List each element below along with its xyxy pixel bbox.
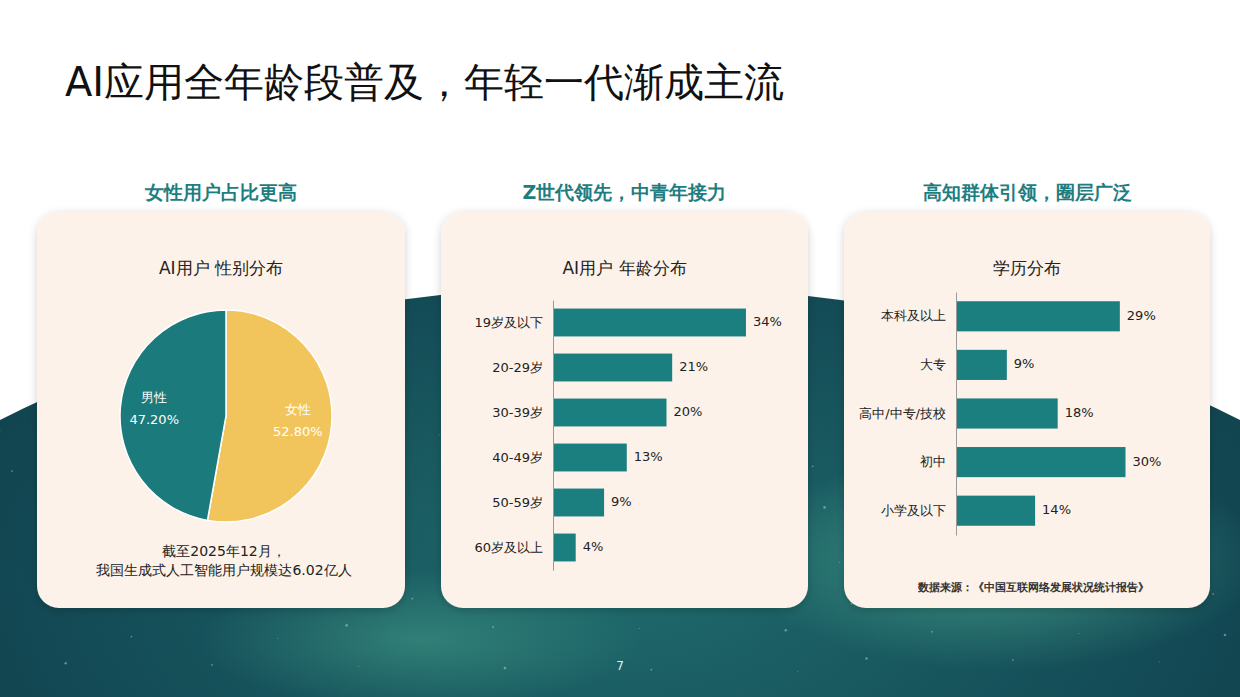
panel [844,212,1210,608]
data-label: 34% [753,314,782,329]
bar [956,496,1035,526]
star [11,470,13,472]
chart-title: AI用户 年龄分布 [562,258,686,278]
slide-title: AI应用全年龄段普及，年轻一代渐成主流 [65,59,784,105]
star [1224,634,1227,637]
star [504,667,507,670]
tick: 初中 [920,454,946,469]
pie-slice [120,310,226,520]
tick-label: 高中/中专/技校 [859,406,946,421]
tick: 40-49岁 [492,450,543,465]
tick: 小学及以下 [881,503,946,518]
bar [553,534,576,562]
annotation: 我国生成式人工智能用户规模达6.02亿人 [96,562,351,578]
star [785,629,788,632]
tick: 30-39岁 [492,405,543,420]
panel [37,212,405,608]
data-label: 4% [583,539,604,554]
bar [956,398,1058,428]
bar [553,444,627,472]
axis-line [553,301,554,571]
tick-label: 大专 [920,357,946,372]
tick-label: 40-49岁 [492,450,543,465]
page-number: 7 [616,659,624,673]
annotation: 截至2025年12月， [162,543,285,559]
bar [956,350,1007,380]
star [439,434,440,435]
category-axis: 19岁及以下 20-29岁 30-39岁 40-49岁 50-59岁 60岁及以上 [474,301,553,571]
tick-label: 小学及以下 [881,503,946,518]
slice-label: 女性 [285,402,311,417]
panel-heading: 高知群体引领，圈层广泛 [923,181,1132,203]
star [823,506,826,509]
category-axis: 本科及以上大专高中/中专/技校初中小学及以下 [859,293,956,536]
bars [553,309,746,562]
star [345,624,348,627]
star [64,662,67,665]
pie: 女性 52.80% 男性 47.20% [120,310,332,522]
star [1012,659,1014,661]
axis-line [956,293,957,536]
star [639,628,640,629]
data-label: 9% [1014,356,1035,371]
bar [553,354,672,382]
data-label: 14% [1042,502,1071,517]
star [1159,661,1160,662]
data-label: 30% [1133,454,1162,469]
tick: 50-59岁 [492,495,543,510]
star [1212,593,1214,595]
star [650,669,652,671]
tick: 高中/中专/技校 [859,406,946,421]
tick-label: 19岁及以下 [474,315,543,330]
star [0,430,1,431]
star [492,626,494,628]
star [411,598,413,600]
data-label: 9% [611,494,632,509]
panel-heading: Z世代领先，中青年接力 [523,181,727,203]
star [131,636,133,638]
data-label: 47.20% [129,412,179,427]
tick-label: 本科及以上 [881,308,946,323]
star [277,638,278,639]
bar [553,399,667,427]
star [812,465,814,467]
star [358,666,359,667]
tick-label: 30-39岁 [492,405,543,420]
star [931,631,933,633]
star [1078,633,1079,634]
bar [956,447,1126,477]
panel [441,212,808,608]
data-label: 20% [674,404,703,419]
bars [956,301,1126,526]
star [211,664,213,666]
slice-label: 男性 [141,390,167,405]
tick-label: 50-59岁 [492,495,543,510]
panel-heading: 女性用户占比更高 [144,181,297,203]
data-label: 29% [1127,308,1156,323]
tick: 60岁及以上 [474,540,543,555]
tick: 20-29岁 [492,360,543,375]
tick: 19岁及以下 [474,315,543,330]
chart-title: 学历分布 [993,258,1061,278]
slide: AI应用全年龄段普及，年轻一代渐成主流 7 女性用户占比更高 AI用户 性别分布女性 5… [0,0,1240,697]
star [839,562,840,563]
data-label: 52.80% [273,424,323,439]
data-label: 18% [1065,405,1094,420]
bar [553,309,746,337]
star [797,671,798,672]
star [865,657,868,660]
data-label: 21% [679,359,708,374]
tick: 本科及以上 [881,308,946,323]
tick-label: 20-29岁 [492,360,543,375]
tick-label: 初中 [920,454,946,469]
data-label: 13% [634,449,663,464]
background [0,0,1240,697]
tick-label: 60岁及以上 [474,540,543,555]
tick: 大专 [920,357,946,372]
bar [956,301,1120,331]
chart-title: AI用户 性别分布 [159,258,283,278]
source: 数据来源：《中国互联网络发展状况统计报告》 [917,581,1149,594]
bar [553,489,604,517]
